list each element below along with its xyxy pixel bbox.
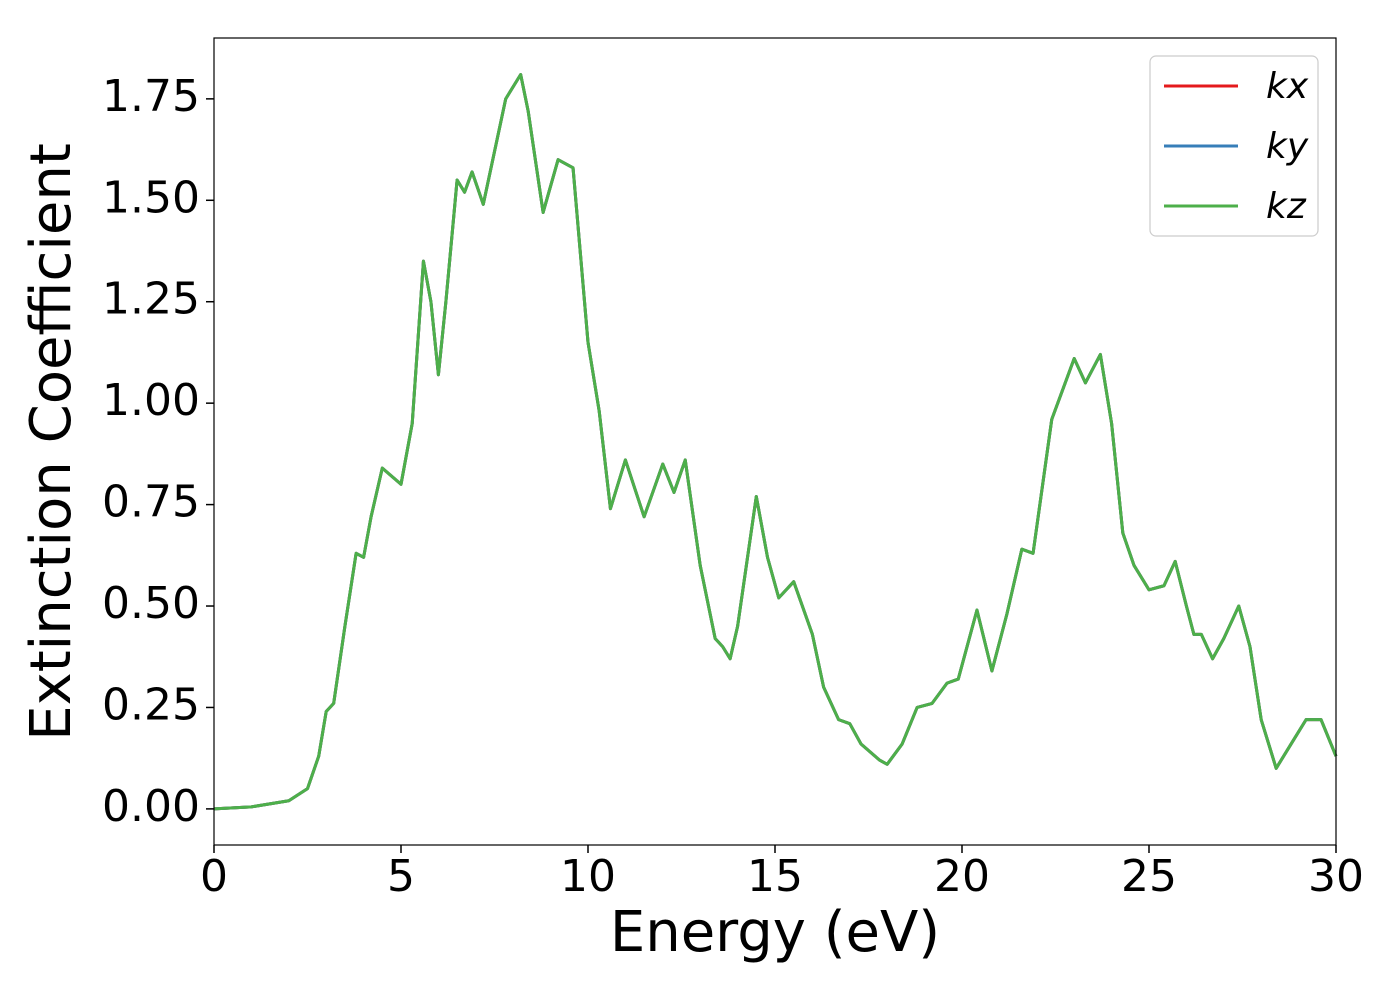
x-axis-label: Energy (eV) bbox=[610, 900, 940, 965]
x-tick-label: 30 bbox=[1308, 851, 1364, 902]
legend-label: kx bbox=[1266, 66, 1309, 107]
y-axis-label: Extinction Coefficient bbox=[19, 143, 84, 741]
y-tick-label: 0.50 bbox=[102, 578, 200, 629]
x-tick-label: 0 bbox=[200, 851, 228, 902]
y-tick-label: 0.75 bbox=[102, 477, 200, 528]
y-tick-label: 1.50 bbox=[102, 172, 200, 223]
y-tick-label: 1.00 bbox=[102, 375, 200, 426]
y-tick-label: 0.25 bbox=[102, 679, 200, 730]
legend-label: ky bbox=[1266, 126, 1309, 167]
x-tick-label: 25 bbox=[1121, 851, 1177, 902]
series-line bbox=[213, 73, 1338, 811]
x-tick-label: 10 bbox=[560, 851, 616, 902]
legend-label: kz bbox=[1266, 186, 1307, 227]
plot-frame bbox=[213, 37, 1337, 846]
x-tick-label: 5 bbox=[387, 851, 415, 902]
x-tick-label: 20 bbox=[934, 851, 990, 902]
y-tick-label: 1.25 bbox=[102, 274, 200, 325]
x-tick-label: 15 bbox=[747, 851, 803, 902]
y-tick-label: 1.75 bbox=[102, 71, 200, 122]
y-tick-label: 0.00 bbox=[102, 781, 200, 832]
